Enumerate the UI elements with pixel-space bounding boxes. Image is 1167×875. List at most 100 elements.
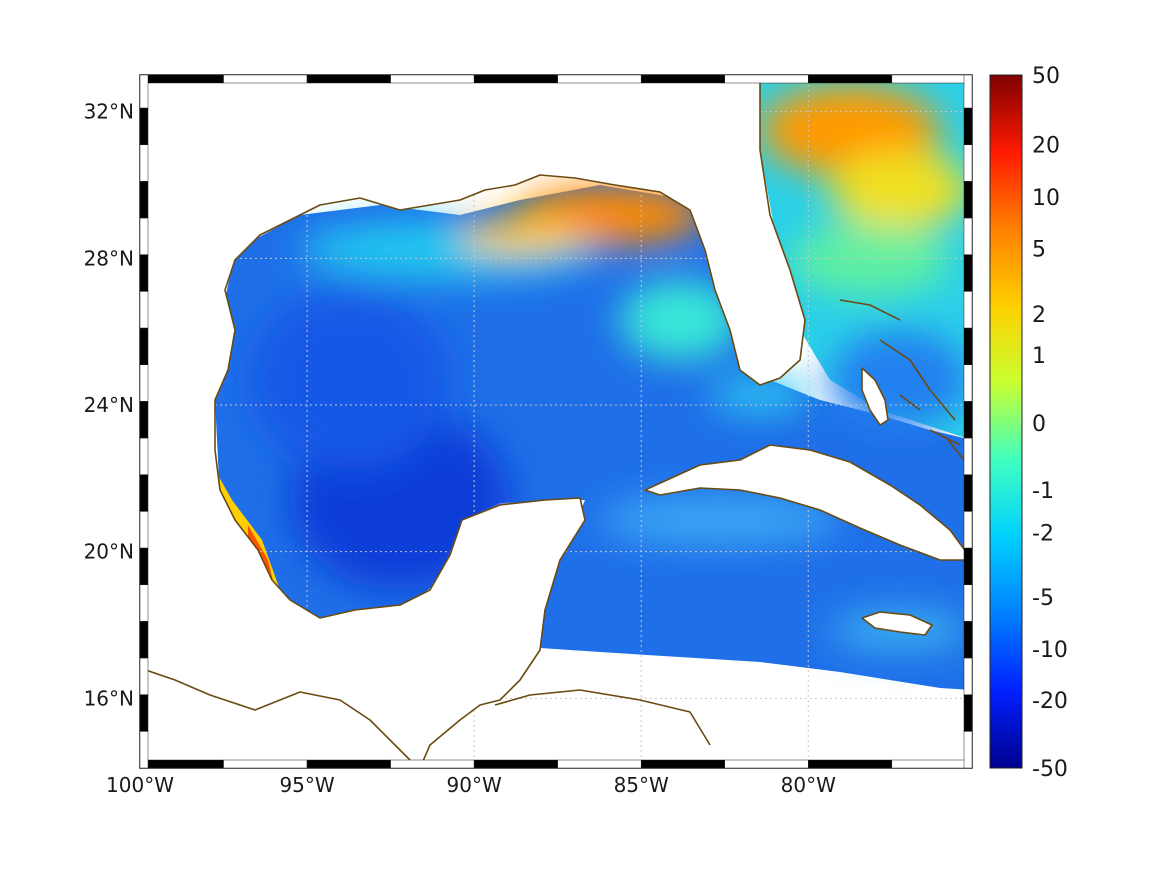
frame-segment-right (963, 621, 973, 659)
cyan-shelf-fl (620, 280, 740, 360)
frame-segment-right (963, 291, 973, 329)
lon-tick-label-0: 100°W (106, 773, 174, 797)
frame-segment-left (139, 694, 149, 732)
colorbar-tick-label-5: 1 (1032, 344, 1046, 369)
colorbar-tick-label-9: -5 (1032, 586, 1054, 611)
frame-segment-left (139, 217, 149, 255)
andros-island (861, 367, 889, 426)
frame-segment-left (139, 511, 149, 549)
frame-segment-bottom (724, 759, 809, 769)
frame-segment-right (963, 511, 973, 549)
frame-segment-bottom (808, 759, 893, 769)
landmasses (140, 75, 972, 768)
lat-tick-label-4: 16°N (84, 686, 134, 710)
frame-segment-right (963, 547, 973, 585)
frame-segment-right (963, 657, 973, 695)
lat-tick-label-2: 24°N (84, 393, 134, 417)
frame-segment-left (139, 657, 149, 695)
colorbar-tick-label-11: -20 (1032, 689, 1068, 714)
lat-tick-label-3: 20°N (84, 540, 134, 564)
frame-segment-right (963, 437, 973, 475)
frame-segment-right (963, 584, 973, 622)
colorbar-tick-label-10: -10 (1032, 638, 1068, 663)
jamaica-island (861, 611, 933, 636)
central-america-coast (140, 667, 711, 761)
colorbar-tick-label-0: 50 (1032, 64, 1060, 89)
frame-segment-top (306, 74, 391, 84)
colorbar-tick-label-8: -2 (1032, 521, 1054, 546)
longitude-labels: 100°W 95°W 90°W 85°W 80°W (106, 773, 836, 797)
frame-segment-left (139, 327, 149, 365)
frame-segment-top (724, 74, 809, 84)
frame-segment-left (139, 144, 149, 182)
colorbar-tick-label-6: 0 (1032, 412, 1046, 437)
frame-segment-bottom (306, 759, 391, 769)
data-field (215, 80, 972, 690)
colorbar-tick-label-12: -50 (1032, 757, 1068, 782)
frame-segment-bottom (557, 759, 642, 769)
frame-segment-left (139, 731, 149, 769)
frame-segment-bottom (139, 759, 224, 769)
cuba-island (644, 444, 972, 561)
frame-segment-top (640, 74, 725, 84)
frame-segment-left (139, 107, 149, 145)
frame-segment-left (139, 401, 149, 439)
frame-segment-left (139, 74, 149, 109)
frame-segment-right (963, 107, 973, 145)
lat-tick-label-1: 28°N (84, 246, 134, 270)
frame-segment-left (139, 291, 149, 329)
frame-segment-left (139, 621, 149, 659)
frame-segment-top (808, 74, 893, 84)
latitude-labels: 32°N 28°N 24°N 20°N 16°N (84, 100, 134, 711)
frame-segment-top (139, 74, 224, 84)
yellow-north-gulf (460, 217, 580, 253)
colorbar-tick-label-3: 5 (1032, 237, 1046, 262)
frame-segment-bottom (223, 759, 308, 769)
mid-blue-zone (250, 290, 450, 470)
lat-tick-label-0: 32°N (84, 100, 134, 124)
colorbar-tick-label-2: 10 (1032, 186, 1060, 211)
frame-segment-bottom (891, 759, 973, 769)
lon-tick-label-2: 90°W (447, 773, 502, 797)
map-frame (139, 74, 973, 769)
frame-segment-bottom (473, 759, 558, 769)
frame-segment-left (139, 254, 149, 292)
colorbar-tick-label-7: -1 (1032, 479, 1054, 504)
frame-segment-right (963, 474, 973, 512)
lon-tick-label-3: 85°W (614, 773, 669, 797)
bahamas-chain (839, 299, 961, 446)
colorbar-tick-label-1: 20 (1032, 133, 1060, 158)
frame-segment-top (891, 74, 973, 84)
frame-segment-right (963, 694, 973, 732)
frame-segment-left (139, 364, 149, 402)
frame-segment-top (390, 74, 475, 84)
frame-segment-left (139, 181, 149, 219)
frame-segment-left (139, 474, 149, 512)
frame-segment-right (963, 254, 973, 292)
cyan-caribbean (600, 495, 840, 545)
frame-segment-right (963, 731, 973, 769)
frame-segment-right (963, 364, 973, 402)
frame-segment-right (963, 74, 973, 109)
frame-segment-left (139, 584, 149, 622)
frame-segment-right (963, 401, 973, 439)
colorbar-bar (989, 74, 1023, 769)
frame-segment-right (963, 327, 973, 365)
frame-segment-right (963, 217, 973, 255)
lon-tick-label-1: 95°W (279, 773, 334, 797)
atlantic-green (790, 225, 950, 295)
frame-segment-left (139, 547, 149, 585)
frame-segment-bottom (640, 759, 725, 769)
cyan-keys (710, 377, 810, 413)
frame-segment-right (963, 144, 973, 182)
colorbar-tick-label-4: 2 (1032, 303, 1046, 328)
atlantic-yellow (830, 150, 970, 230)
lon-tick-label-4: 80°W (781, 773, 836, 797)
frame-segment-right (963, 181, 973, 219)
frame-segment-top (557, 74, 642, 84)
frame-segment-bottom (390, 759, 475, 769)
frame-segment-top (473, 74, 558, 84)
